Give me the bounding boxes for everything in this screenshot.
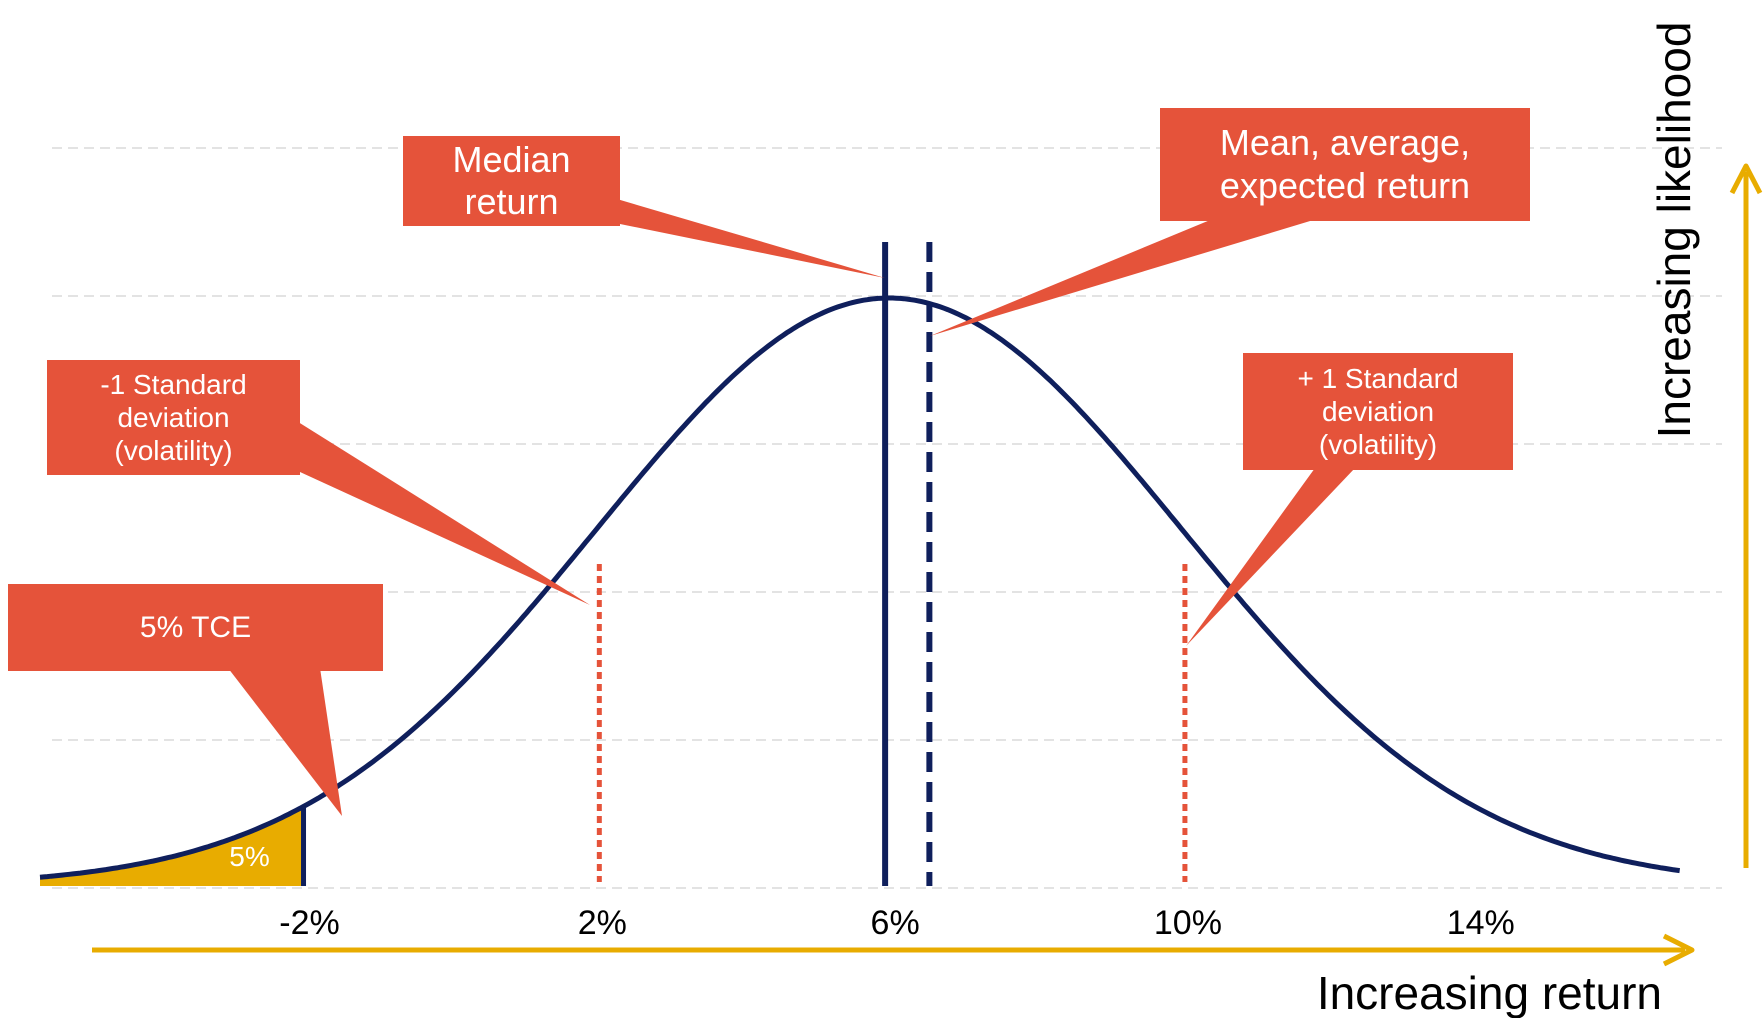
- mean-callout-label: Mean, average, expected return: [1219, 122, 1471, 206]
- x-axis-label: Increasing return: [1317, 967, 1662, 1018]
- minus-sd-callout: -1 Standard deviation (volatility): [47, 360, 300, 475]
- callout-pointers: [228, 194, 1355, 816]
- x-tick-label: -2%: [279, 904, 339, 942]
- x-tick-labels: -2% 2% 6% 10% 14%: [279, 904, 1514, 942]
- x-tick-label: 2%: [578, 904, 627, 942]
- minus-sd-pointer: [295, 420, 590, 605]
- minus-sd-callout-label: -1 Standard deviation (volatility): [100, 368, 247, 467]
- tail-percent-label: 5%: [229, 841, 269, 872]
- median-callout-label: Median return: [452, 138, 571, 222]
- mean-callout: Mean, average, expected return: [1160, 108, 1530, 221]
- y-axis-arrow-head: [1729, 163, 1763, 195]
- x-tick-label: 6%: [871, 904, 920, 942]
- tce-callout-label: 5% TCE: [139, 610, 252, 644]
- tce-tail-area: [40, 806, 304, 886]
- distribution-curve: [39, 295, 1681, 880]
- x-tick-label: 14%: [1447, 904, 1515, 942]
- tce-pointer: [228, 668, 342, 816]
- plus-sd-callout: + 1 Standard deviation (volatility): [1243, 353, 1513, 470]
- mean-pointer: [930, 218, 1320, 336]
- x-axis-arrow-head: [1662, 933, 1695, 967]
- plus-sd-callout-label: + 1 Standard deviation (volatility): [1297, 362, 1459, 461]
- x-tick-label: 10%: [1154, 904, 1222, 942]
- plus-sd-pointer: [1186, 468, 1355, 646]
- y-axis-label: Increasing likelihood: [1648, 22, 1700, 439]
- median-pointer: [600, 194, 885, 278]
- median-callout: Median return: [403, 136, 620, 226]
- tce-callout: 5% TCE: [8, 584, 383, 671]
